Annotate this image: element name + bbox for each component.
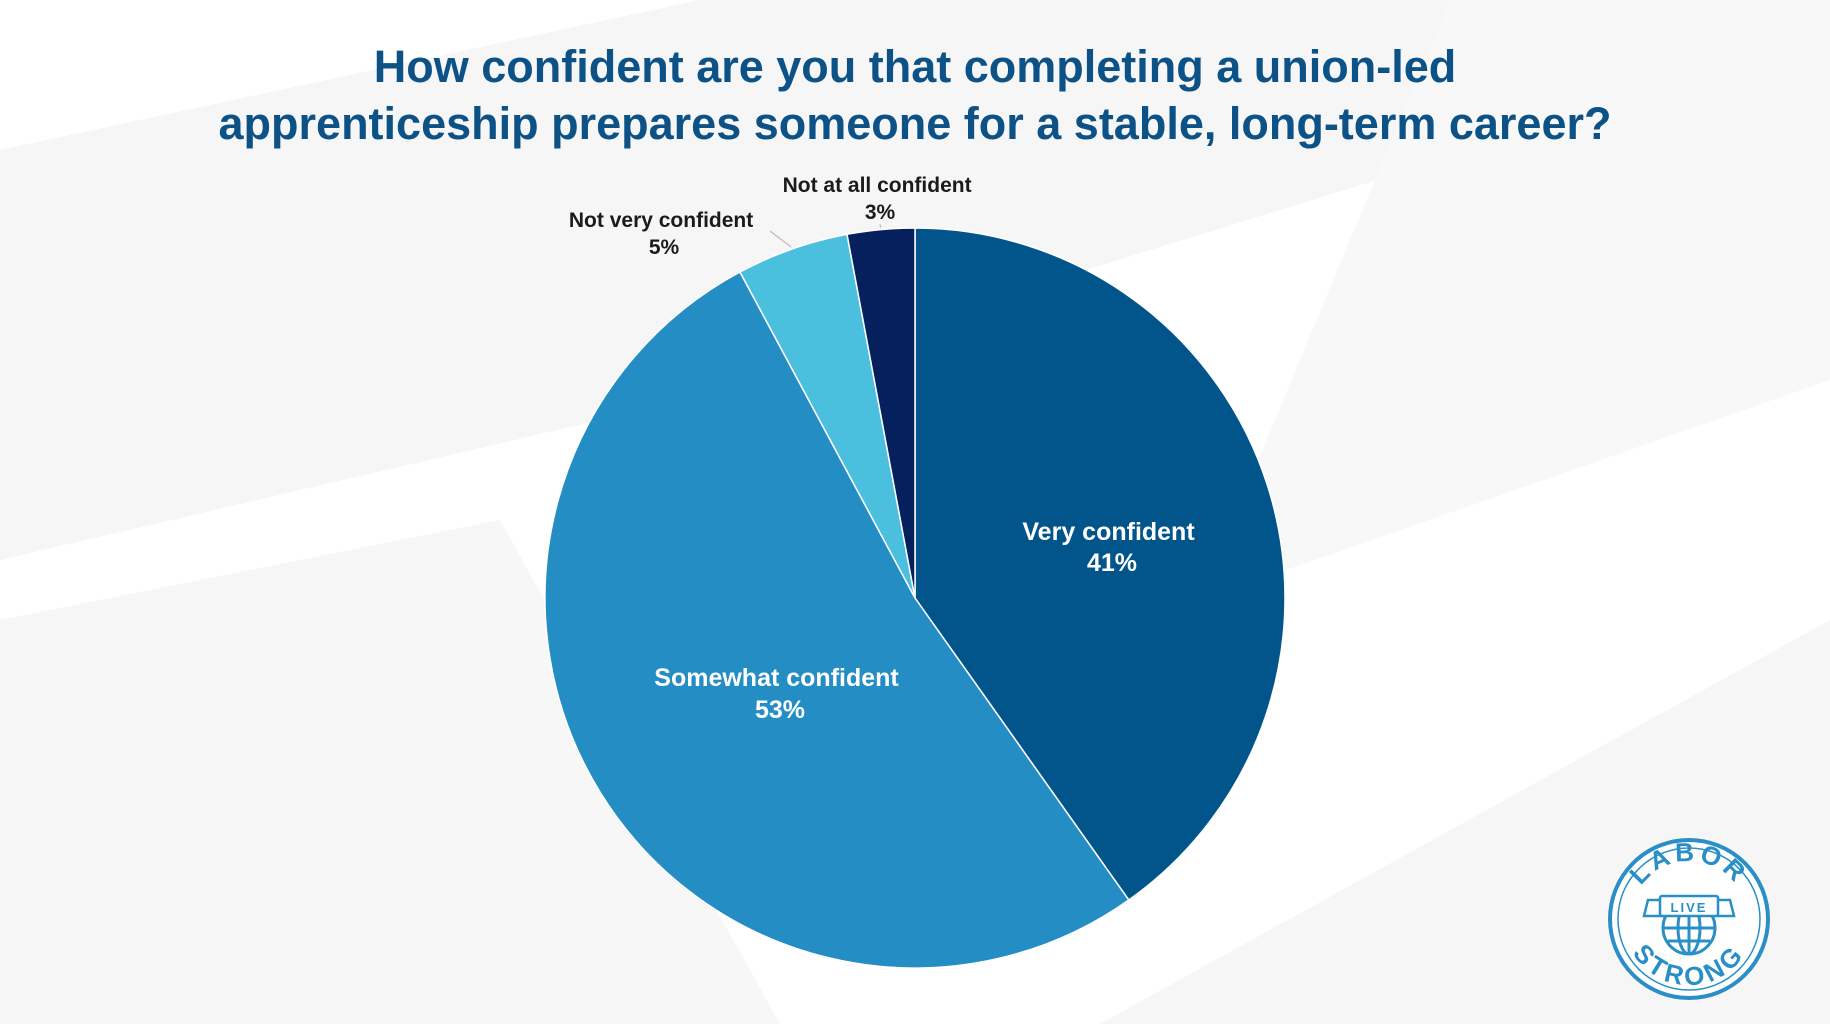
chart-title-line-2: apprenticeship prepares someone for a st… — [218, 98, 1612, 149]
pie-slice-very-confident — [914, 227, 1286, 902]
slice-label-not-at-all-confident: Not at all confident 3% — [783, 174, 978, 224]
chart-title-line-1: How confident are you that completing a … — [373, 41, 1457, 92]
slice-value-not-at-all-confident: 3% — [865, 201, 896, 224]
slice-label-somewhat-confident: Somewhat confident 53% — [654, 664, 905, 724]
chart-title: How confident are you that completing a … — [0, 38, 1830, 152]
slice-name-not-at-all-confident: Not at all confident — [783, 174, 972, 197]
pie-slice-not-at-all-confident — [846, 227, 916, 599]
slice-label-very-confident: Very confident 41% — [1022, 518, 1201, 577]
pie-leader-lines — [769, 223, 882, 248]
slice-value-not-very-confident: 5% — [649, 236, 680, 259]
pie-slice-somewhat-confident — [544, 271, 1130, 969]
leader-line-not-at-all-confident — [879, 223, 882, 228]
slice-value-somewhat-confident: 53% — [755, 696, 805, 724]
slice-name-very-confident: Very confident — [1022, 518, 1195, 546]
logo-middle-text: LIVE — [1671, 900, 1708, 915]
labor-live-strong-logo: LABOR STRONG LIVE — [1608, 837, 1770, 1000]
pie-slices — [544, 227, 1286, 969]
slice-label-not-very-confident: Not very confident 5% — [569, 209, 759, 259]
slice-value-very-confident: 41% — [1087, 549, 1137, 577]
logo-ribbon — [1642, 894, 1736, 918]
leader-line-not-very-confident — [769, 230, 792, 248]
slice-name-somewhat-confident: Somewhat confident — [654, 664, 899, 692]
slice-name-not-very-confident: Not very confident — [569, 209, 753, 232]
